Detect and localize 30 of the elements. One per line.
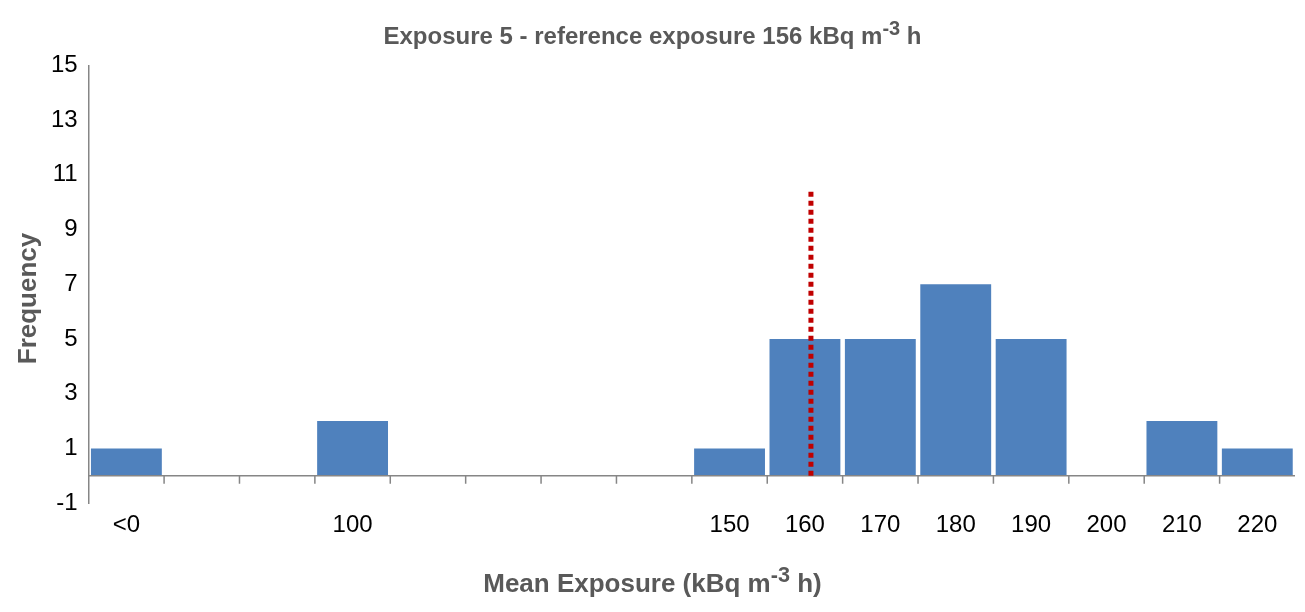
y-tick-label: 5: [64, 323, 78, 351]
bar: [920, 284, 992, 476]
y-tick-label: 13: [50, 104, 78, 132]
y-axis-title: Frequency: [12, 232, 44, 364]
y-tick-label: 1: [64, 433, 78, 461]
bar: [1221, 448, 1293, 476]
y-tick-label: 7: [64, 268, 78, 296]
bar: [995, 339, 1067, 476]
y-tick-label: 15: [50, 50, 78, 78]
y-tick-label: 9: [64, 214, 78, 242]
y-tick-label: -1: [56, 487, 78, 515]
bar: [317, 421, 389, 476]
x-tick-label: 220: [1237, 510, 1278, 538]
y-tick-label: 3: [64, 378, 78, 406]
x-tick-label: 150: [709, 510, 750, 538]
bar: [1146, 421, 1218, 476]
x-tick-label: 210: [1161, 510, 1202, 538]
x-tick-label: 170: [860, 510, 901, 538]
y-tick-label: 11: [52, 159, 78, 187]
x-axis-title: Mean Exposure (kBq m$^{-3}$ h): [482, 562, 823, 599]
x-tick-label: 200: [1086, 510, 1127, 538]
x-tick-label: 190: [1011, 510, 1052, 538]
bar: [90, 448, 162, 476]
bar: [694, 448, 765, 476]
x-tick-label: <0: [112, 510, 141, 538]
x-tick-label: 160: [784, 510, 825, 538]
x-tick-label: 180: [935, 510, 976, 538]
bar: [844, 339, 916, 476]
x-tick-label: 100: [332, 510, 373, 538]
chart-title: Exposure 5 - reference exposure 156 kBq m$^{-3}$ h: [382, 16, 923, 49]
